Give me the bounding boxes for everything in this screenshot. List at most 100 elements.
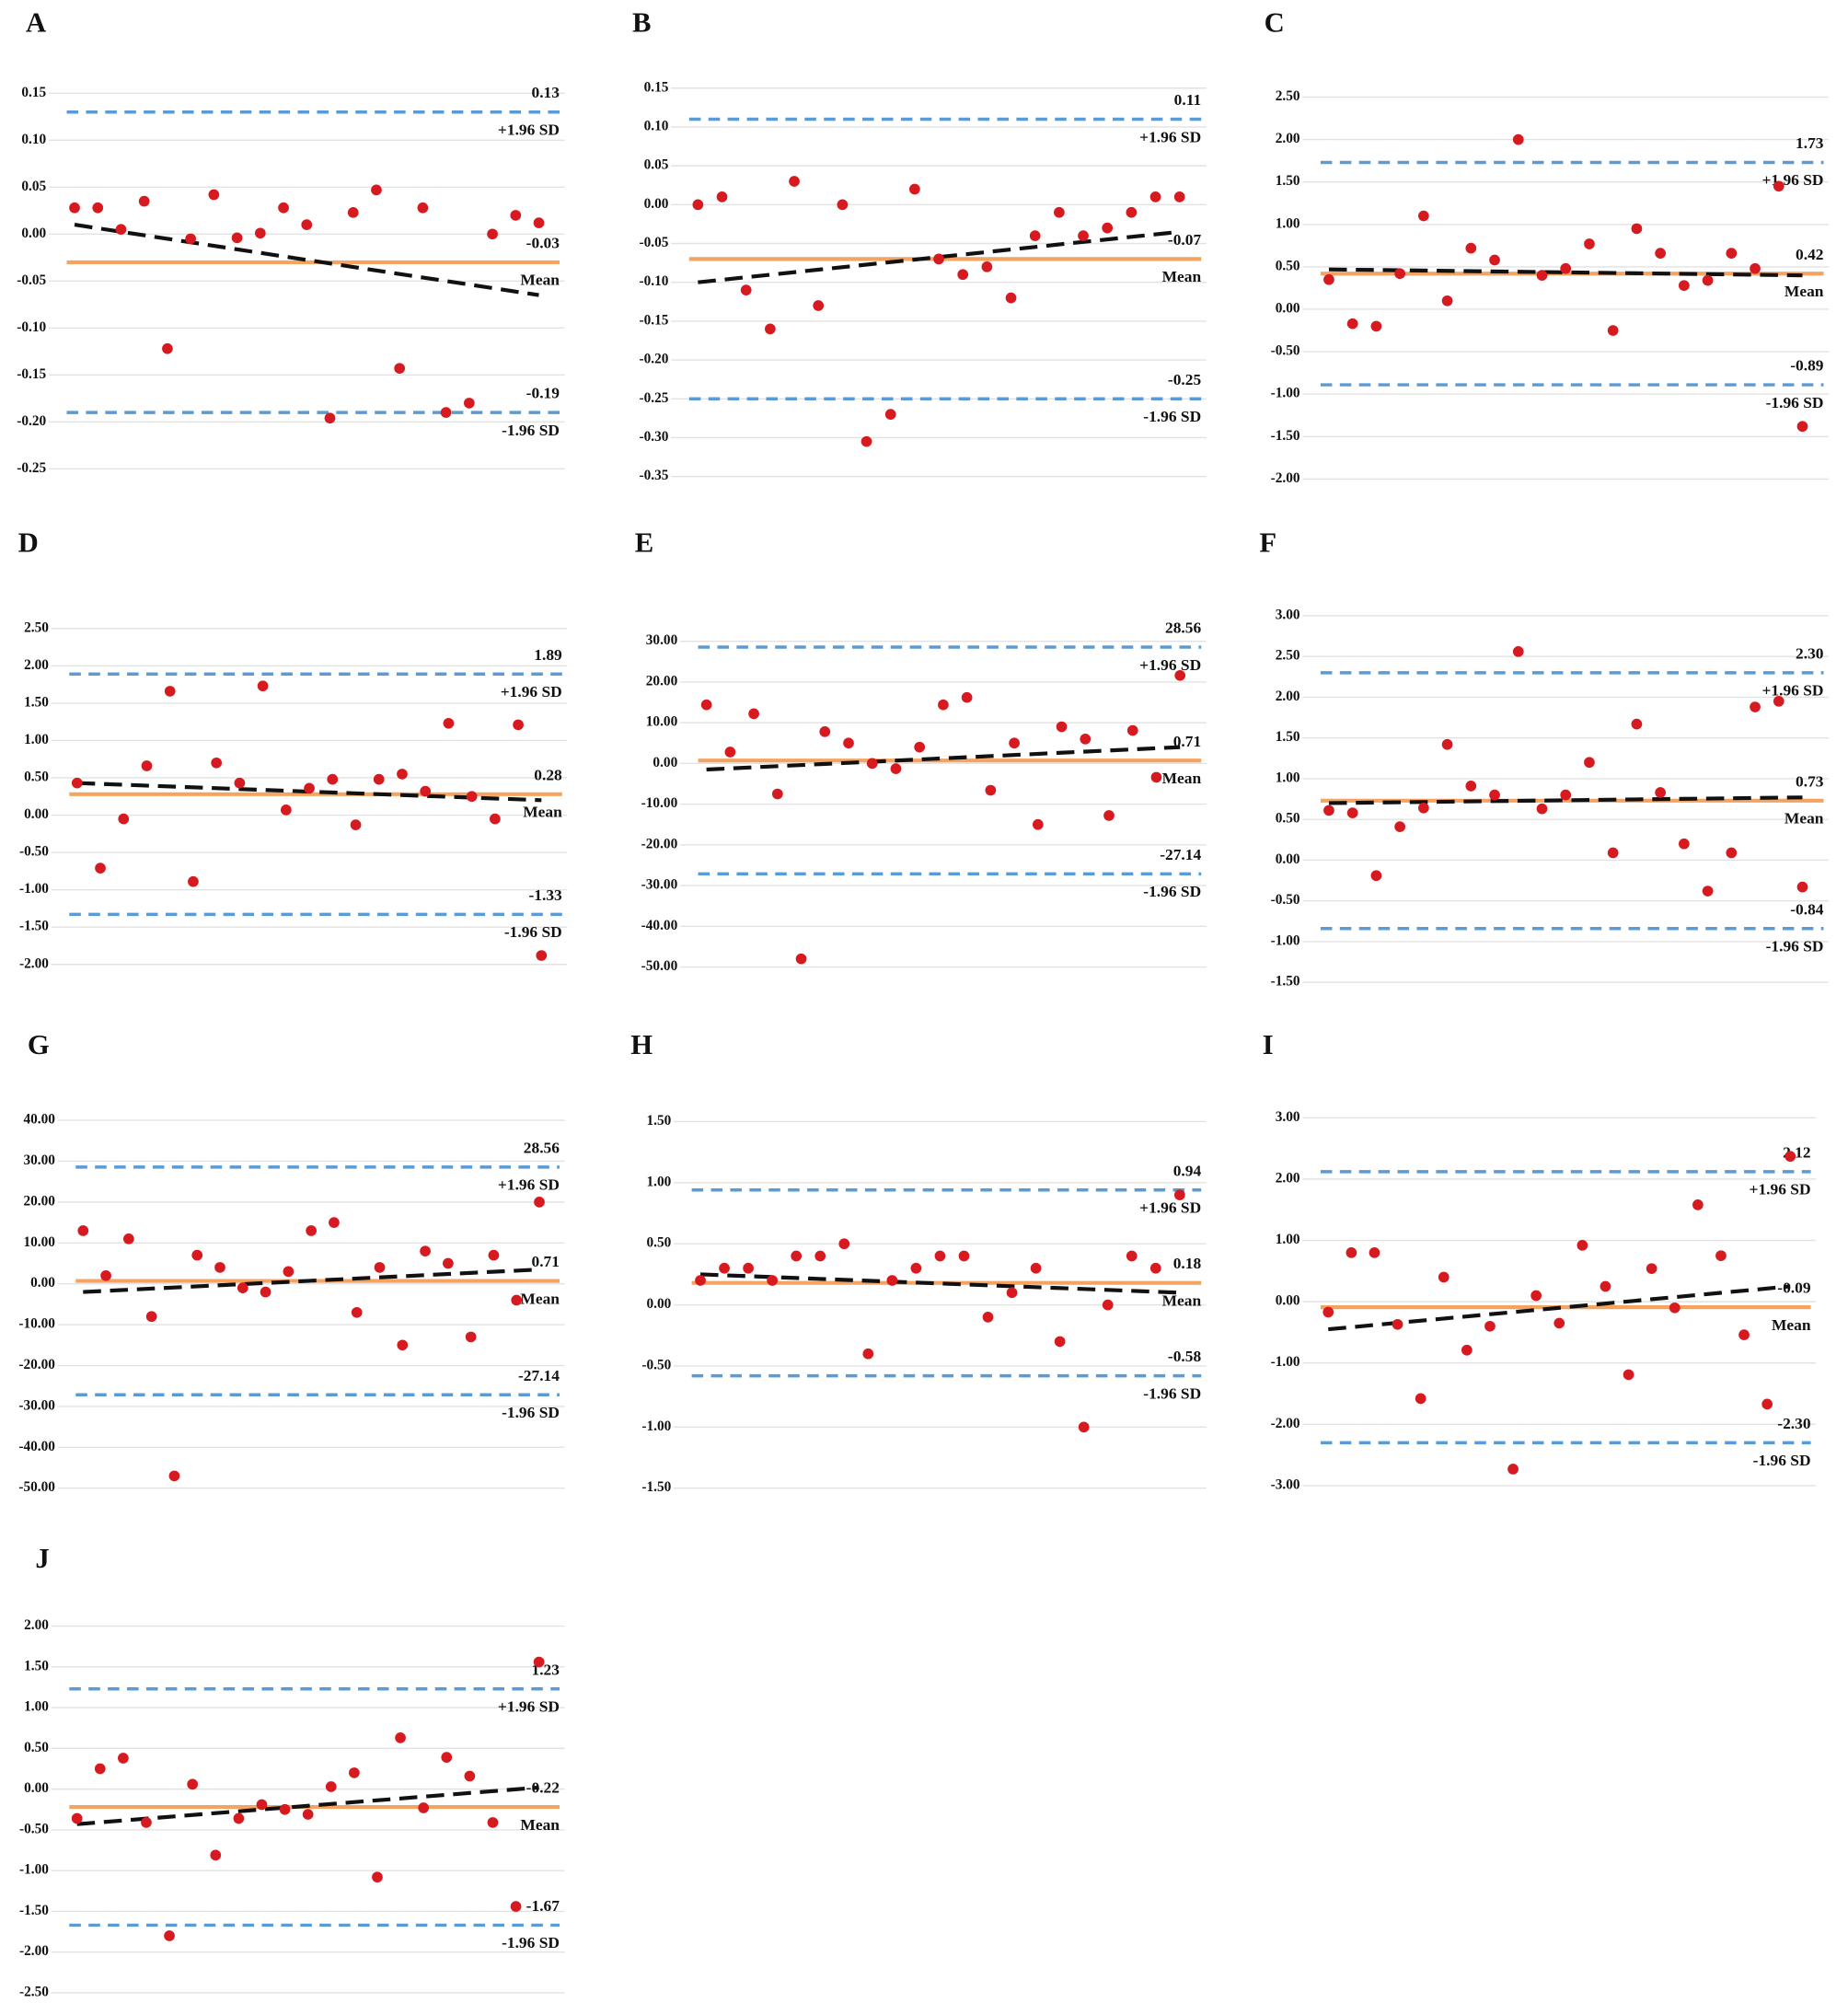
y-tick-label: -1.00 <box>1271 1354 1300 1370</box>
limit-value: 0.94 <box>1173 1162 1202 1179</box>
point <box>716 191 728 203</box>
point <box>350 819 362 830</box>
point <box>1149 1262 1161 1274</box>
point <box>487 1817 499 1828</box>
y-tick-label: -0.05 <box>17 272 46 288</box>
point <box>1394 821 1405 832</box>
point <box>961 691 973 703</box>
point <box>1005 292 1017 304</box>
panel: E 30.00 20.00 10.00 0.00 -10.00 -20.00 -30.00 -4… <box>635 527 1207 974</box>
limit-value: 0.73 <box>1796 772 1824 790</box>
point <box>765 323 776 335</box>
limit-name: Mean <box>520 272 560 289</box>
limit-value: -1.67 <box>526 1897 560 1915</box>
panel-title: J <box>35 1543 49 1574</box>
point <box>933 253 944 265</box>
point <box>237 1282 248 1293</box>
point <box>985 784 997 796</box>
y-tick-label: 2.50 <box>24 619 49 635</box>
point <box>1346 1247 1357 1258</box>
y-tick-label: -1.00 <box>19 1862 49 1878</box>
y-tick-label: -2.00 <box>19 1943 49 1959</box>
point <box>1322 1306 1334 1318</box>
point <box>511 1294 523 1306</box>
y-tick-label: 0.10 <box>21 132 46 147</box>
point <box>1536 270 1548 281</box>
point <box>743 1262 754 1274</box>
point <box>306 1225 318 1236</box>
point <box>1577 1240 1588 1251</box>
y-tick-label: -2.50 <box>19 1984 49 1999</box>
panel-title: G <box>28 1029 50 1060</box>
point <box>1080 733 1091 745</box>
y-tick-label: 1.00 <box>24 732 49 747</box>
point <box>1465 781 1477 792</box>
y-tick-label: -50.00 <box>18 1479 55 1495</box>
limit-name: +1.96 SD <box>1139 128 1201 145</box>
point <box>837 199 849 211</box>
point <box>349 1767 360 1778</box>
y-tick-label: -40.00 <box>641 918 678 933</box>
point <box>1009 737 1020 749</box>
y-tick-label: 2.50 <box>1276 88 1300 104</box>
point <box>1103 810 1115 821</box>
y-tick-label: -3.00 <box>1271 1476 1300 1492</box>
y-tick-label: 0.50 <box>1276 811 1300 827</box>
y-tick-label: -20.00 <box>641 836 678 851</box>
trend-line <box>706 745 1181 772</box>
limit-value: -0.19 <box>526 385 560 402</box>
y-tick-label: 1.00 <box>1276 770 1300 785</box>
point <box>257 680 269 692</box>
y-tick-label: 0.00 <box>1276 1293 1300 1309</box>
point <box>325 1781 337 1792</box>
y-tick-label: 10.00 <box>646 714 678 730</box>
limit-name: Mean <box>520 1290 560 1307</box>
point <box>1750 262 1761 274</box>
point <box>1149 191 1161 203</box>
y-tick-label: 0.00 <box>24 806 49 822</box>
y-tick-label: -2.00 <box>1271 470 1300 486</box>
point <box>443 717 455 729</box>
point <box>1489 789 1500 801</box>
y-tick-label: 0.05 <box>644 157 669 173</box>
point <box>1078 1421 1090 1433</box>
limit-value: -0.58 <box>1168 1348 1202 1365</box>
point <box>304 782 315 794</box>
point <box>141 1817 152 1828</box>
limit-value: 0.18 <box>1173 1255 1202 1272</box>
point <box>860 435 872 447</box>
point <box>1032 818 1044 830</box>
point <box>724 747 736 758</box>
point <box>1484 1320 1496 1332</box>
point <box>351 1306 363 1318</box>
point <box>795 953 807 965</box>
point <box>1702 886 1714 897</box>
limit-name: +1.96 SD <box>1139 1199 1201 1217</box>
point <box>347 207 359 218</box>
point <box>1536 803 1548 815</box>
point <box>440 407 452 418</box>
point <box>1560 789 1572 801</box>
point <box>814 1250 826 1262</box>
limit-name: Mean <box>1162 1292 1202 1310</box>
y-tick-label: -0.20 <box>640 352 669 367</box>
point <box>95 863 106 874</box>
point <box>1173 1189 1185 1200</box>
limit-name: Mean <box>1784 283 1824 300</box>
point <box>141 760 153 771</box>
point <box>77 1225 89 1236</box>
point <box>982 1312 994 1323</box>
point <box>372 1871 383 1883</box>
point <box>1679 838 1690 850</box>
point <box>138 195 150 207</box>
limit-value: 28.56 <box>1165 619 1202 637</box>
y-tick-label: 1.50 <box>24 694 49 710</box>
y-tick-label: 0.50 <box>646 1235 671 1251</box>
y-tick-label: 0.50 <box>1276 258 1300 273</box>
point <box>813 300 825 311</box>
point <box>533 217 545 228</box>
panel: G 40.00 30.00 20.00 10.00 0.00 -10.00 -20.00 -30… <box>18 1029 565 1495</box>
point <box>1029 230 1041 241</box>
limit-name: +1.96 SD <box>1761 682 1823 700</box>
limit-name: -1.96 SD <box>502 422 560 439</box>
